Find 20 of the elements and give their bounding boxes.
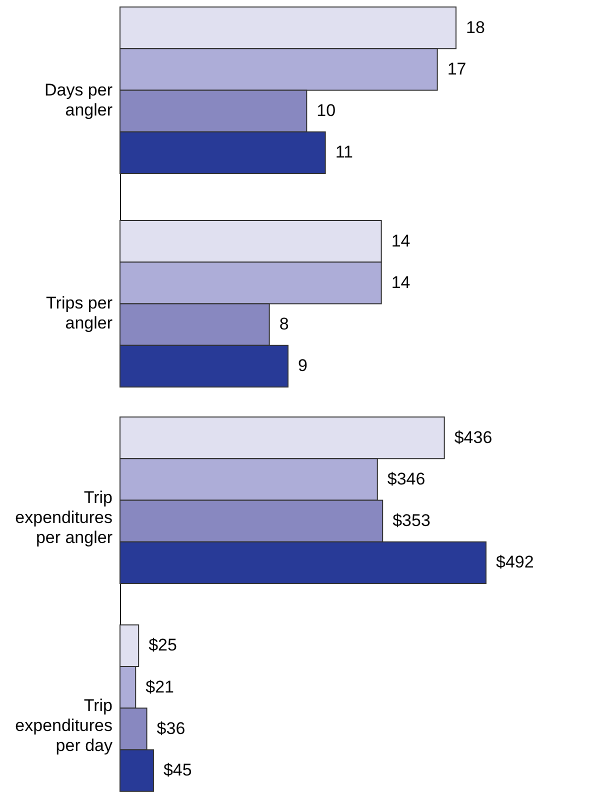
data-label: 10 bbox=[316, 101, 336, 120]
data-label: $353 bbox=[392, 511, 430, 530]
data-label: $36 bbox=[156, 718, 186, 738]
data-label: 14 bbox=[391, 231, 410, 250]
data-label: 8 bbox=[279, 314, 289, 334]
data-label: $492 bbox=[496, 552, 534, 572]
data-label: 14 bbox=[391, 272, 410, 292]
y-tick-label: Trip expenditures per angler bbox=[15, 488, 113, 548]
data-label: 9 bbox=[298, 356, 308, 376]
data-label: $45 bbox=[163, 760, 192, 780]
data-label: 17 bbox=[447, 59, 466, 78]
data-label: $25 bbox=[148, 636, 177, 655]
data-label: $436 bbox=[454, 428, 492, 447]
data-label: 11 bbox=[335, 142, 353, 162]
data-label: $346 bbox=[387, 469, 426, 488]
data-label: 18 bbox=[466, 18, 485, 37]
y-tick-label: Days per angler bbox=[44, 80, 113, 120]
y-tick-label: Trips per angler bbox=[46, 294, 113, 333]
y-tick-label: Trip expenditures per day bbox=[15, 696, 113, 755]
data-label: $21 bbox=[146, 677, 174, 696]
